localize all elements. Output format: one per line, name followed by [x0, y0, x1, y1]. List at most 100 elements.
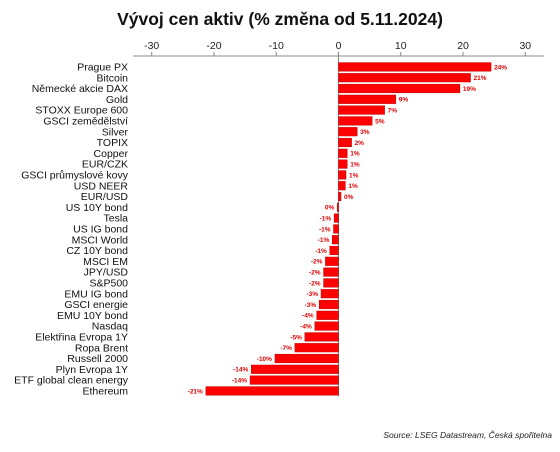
category-label: Prague PX	[77, 62, 128, 74]
bar	[337, 202, 339, 212]
category-label: EUR/CZK	[82, 159, 128, 171]
x-tick-label: -20	[206, 40, 221, 52]
x-tick-label: 30	[519, 40, 531, 52]
category-label: US IG bond	[73, 224, 128, 236]
value-label: 0%	[344, 194, 354, 201]
value-label: 5%	[375, 118, 385, 125]
value-label: 2%	[355, 140, 365, 147]
bar	[338, 127, 358, 137]
value-label: 1%	[350, 162, 360, 169]
category-label: USD NEER	[74, 180, 129, 192]
category-label: Ethereum	[82, 386, 128, 398]
value-label: -3%	[307, 291, 319, 298]
bar	[320, 289, 339, 299]
x-tick-label: 20	[457, 40, 469, 52]
bar	[294, 343, 339, 353]
bar	[338, 116, 373, 126]
value-label: -7%	[280, 345, 292, 352]
value-label: 1%	[348, 183, 358, 190]
category-label: Russell 2000	[67, 353, 128, 365]
category-label: EMU 10Y bond	[57, 310, 128, 322]
category-label: Elektřina Evropa 1Y	[35, 332, 128, 344]
category-label: Bitcoin	[96, 72, 128, 84]
value-label: 9%	[399, 97, 409, 104]
category-label: MSCI EM	[83, 256, 128, 268]
bar	[329, 245, 339, 256]
x-tick-label: -10	[269, 40, 284, 52]
bar	[338, 62, 492, 72]
value-label: -10%	[257, 356, 272, 363]
value-label: -2%	[311, 259, 323, 266]
value-label: 7%	[388, 108, 398, 115]
bar	[338, 83, 461, 94]
bar	[205, 386, 339, 396]
category-label: Ropa Brent	[75, 342, 128, 354]
bar	[338, 148, 348, 158]
category-label: GSCI energie	[64, 299, 128, 311]
category-label: JPY/USD	[84, 267, 129, 279]
bar	[274, 353, 339, 364]
category-label: Copper	[94, 148, 129, 160]
bar	[338, 191, 342, 202]
category-label: STOXX Europe 600	[35, 105, 128, 117]
bar	[316, 310, 339, 320]
category-label: EUR/USD	[81, 191, 129, 203]
value-label: -1%	[315, 248, 327, 255]
bar	[304, 332, 339, 342]
bar	[249, 375, 339, 385]
category-label: GSCI průmyslové kovy	[21, 170, 129, 182]
value-label: 1%	[349, 172, 359, 179]
bar	[338, 137, 352, 148]
value-label: 1%	[350, 151, 360, 158]
category-label: CZ 10Y bond	[66, 245, 128, 257]
x-tick-label: 0	[336, 40, 342, 52]
bar	[338, 73, 471, 83]
category-label: Gold	[106, 94, 128, 106]
category-label: GSCI zemědělství	[43, 116, 128, 128]
chart-title: Vývoj cen aktiv (% změna od 5.11.2024)	[117, 9, 443, 29]
category-label: MSCI World	[72, 234, 129, 246]
value-label: -1%	[320, 216, 332, 223]
value-label: -14%	[233, 367, 248, 374]
bar	[333, 224, 339, 234]
x-tick-label: -30	[144, 40, 159, 52]
value-label: -4%	[302, 313, 314, 320]
category-label: Silver	[102, 126, 129, 138]
bar	[338, 159, 348, 169]
bar	[332, 235, 339, 245]
value-label: 3%	[360, 129, 370, 136]
x-tick-label: 10	[395, 40, 407, 52]
bar	[338, 170, 347, 180]
value-label: -14%	[232, 378, 247, 385]
value-label: -5%	[290, 334, 302, 341]
bar	[318, 299, 339, 310]
bar	[325, 256, 339, 266]
bar	[338, 105, 385, 115]
value-label: -2%	[309, 270, 321, 277]
value-label: -3%	[305, 302, 317, 309]
x-axis: -30 -20 -10 0 10 20 30	[133, 40, 544, 57]
value-label: -1%	[318, 237, 330, 244]
bar	[251, 364, 339, 374]
category-label: EMU IG bond	[64, 288, 128, 300]
bars	[205, 62, 492, 396]
category-label: TOPIX	[97, 137, 128, 149]
bar	[314, 321, 339, 331]
value-labels: 24% 21% 19% 9%7%5% 3% 2% 1% 1% 1% 1% 0% 0% -1% -1% -1%…	[188, 64, 508, 395]
value-label: 19%	[463, 86, 476, 93]
source-note: Source: LSEG Datastream, Česká spořiteln…	[383, 430, 552, 440]
bar	[323, 267, 339, 277]
category-label: S&P500	[89, 278, 128, 290]
category-label: Nasdaq	[92, 321, 128, 333]
bar	[338, 181, 346, 191]
bar	[338, 94, 397, 104]
category-label: US 10Y bond	[66, 202, 128, 214]
value-label: 0%	[325, 205, 335, 212]
category-label: Tesla	[103, 213, 128, 225]
value-label: -4%	[300, 324, 312, 331]
category-label: Plyn Evropa 1Y	[56, 364, 128, 376]
value-label: 21%	[474, 75, 487, 82]
